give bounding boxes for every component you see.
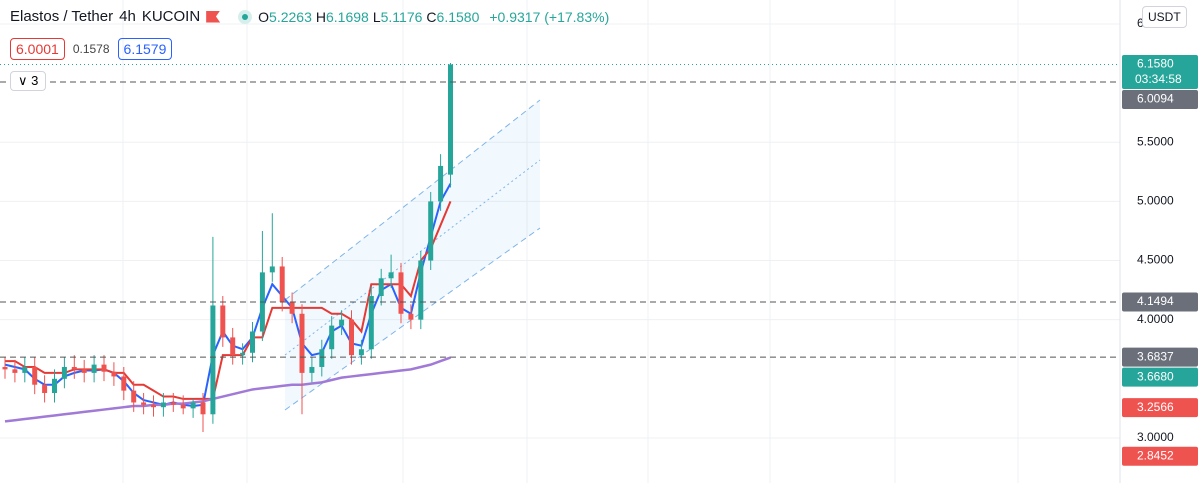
candle-body: [319, 349, 325, 367]
candle-body: [200, 402, 206, 415]
price-tag: [1122, 89, 1198, 109]
y-tick-label: 4.5000: [1137, 253, 1174, 267]
indicator-value: 6.1579: [117, 38, 173, 60]
symbol[interactable]: Elastos / Tether: [10, 8, 114, 25]
price-tag: [1122, 292, 1198, 312]
candle-body: [160, 402, 166, 408]
indicator-line: [4, 356, 451, 423]
y-tick-label: 5.5000: [1137, 134, 1174, 148]
ohlc-key: L: [372, 8, 381, 25]
indicator-line: [4, 183, 452, 408]
price-tag: [1122, 398, 1198, 418]
candle-body: [131, 390, 137, 403]
candle-body: [190, 402, 196, 409]
indicator-line: [5, 201, 452, 400]
candle-body: [349, 319, 354, 356]
price-tag-label: 3.2566: [1137, 400, 1174, 414]
candle-body: [61, 366, 67, 379]
y-tick-label: 4.0000: [1137, 312, 1174, 326]
candle-body: [101, 364, 107, 372]
candle-body: [210, 305, 216, 415]
collapse-button[interactable]: ∨ 3: [10, 71, 47, 91]
currency-button[interactable]: USDT: [1142, 6, 1187, 28]
ohlc-value: 5.2263: [269, 8, 312, 25]
candle-body: [220, 305, 226, 338]
price-tag-label: 4.1494: [1137, 294, 1174, 308]
candle-body: [279, 266, 285, 302]
channel-edge: [284, 99, 541, 301]
y-tick-label: 3.0000: [1137, 430, 1174, 444]
price-tag: [1122, 347, 1198, 367]
candle-body: [408, 313, 414, 320]
price-tag: [1122, 54, 1198, 89]
candle-body: [71, 366, 77, 370]
price-tag-label: 6.1580: [1137, 57, 1174, 71]
price-tag-timer: 03:34:58: [1135, 72, 1182, 86]
candle-body: [309, 366, 315, 373]
interval[interactable]: 4h: [119, 8, 136, 25]
candle-body: [2, 366, 8, 370]
ohlc-key: C: [426, 8, 437, 25]
candle-body: [91, 364, 97, 373]
flag-icon[interactable]: [206, 10, 221, 23]
price-tag: [1122, 367, 1198, 387]
indicator-values: 6.0001 0.1578 6.1579: [10, 38, 173, 60]
candle-body: [22, 366, 28, 373]
candle-body: [368, 296, 374, 350]
candle-body: [12, 369, 18, 373]
candle-body: [438, 165, 444, 202]
ohlc-value: 6.1580: [436, 8, 480, 25]
ohlc-key: H: [315, 8, 326, 25]
candle-body: [141, 402, 147, 405]
candle-body: [339, 319, 345, 326]
header: Elastos / Tether 4h KUCOIN O5.2263 H6.169…: [10, 8, 609, 25]
ohlc-value: 6.1698: [326, 8, 369, 25]
candle-body: [240, 352, 246, 356]
price-tag-label: 3.6837: [1137, 349, 1174, 363]
candle-body: [299, 313, 305, 373]
candle-body: [180, 404, 186, 409]
channel-edge: [284, 227, 541, 411]
candle-body: [230, 337, 236, 356]
candle-body: [378, 278, 384, 297]
channel-mid: [284, 159, 541, 356]
candle-body: [250, 331, 255, 353]
price-tag-label: 3.6680: [1137, 369, 1174, 383]
candle-body: [121, 376, 127, 391]
candle-body: [52, 378, 57, 393]
indicator-value: 0.1578: [72, 42, 110, 56]
candle-body: [398, 272, 404, 314]
change: +0.9317 (+17.83%): [489, 8, 610, 25]
price-tag: [1122, 446, 1198, 466]
collapse-count: 3: [31, 73, 39, 88]
candle-body: [170, 402, 176, 405]
channel: [285, 100, 540, 410]
ohlc: O5.2263 H6.1698 L5.1176 C6.1580: [258, 9, 483, 25]
exchange: KUCOIN: [141, 8, 201, 25]
candle-body: [428, 201, 434, 261]
indicator-value: 6.0001: [10, 38, 65, 60]
candle-body: [151, 404, 156, 408]
candle-body: [111, 371, 117, 377]
candle-body: [32, 366, 38, 385]
candle-body: [269, 266, 275, 273]
candle-body: [289, 301, 295, 314]
price-tag-label: 2.8452: [1137, 448, 1174, 462]
y-tick-label: 5.0000: [1137, 194, 1174, 208]
candle-body: [81, 369, 87, 373]
market-status: [238, 9, 253, 24]
candle-body: [358, 349, 364, 356]
candle-body: [42, 384, 48, 393]
candle-body: [388, 272, 394, 279]
candle-body: [418, 260, 424, 320]
ohlc-key: O: [258, 8, 270, 25]
candle-body: [329, 325, 335, 350]
ohlc-value: 5.1176: [380, 8, 423, 25]
price-tag-label: 6.0094: [1137, 92, 1174, 106]
candle-body: [448, 64, 453, 175]
